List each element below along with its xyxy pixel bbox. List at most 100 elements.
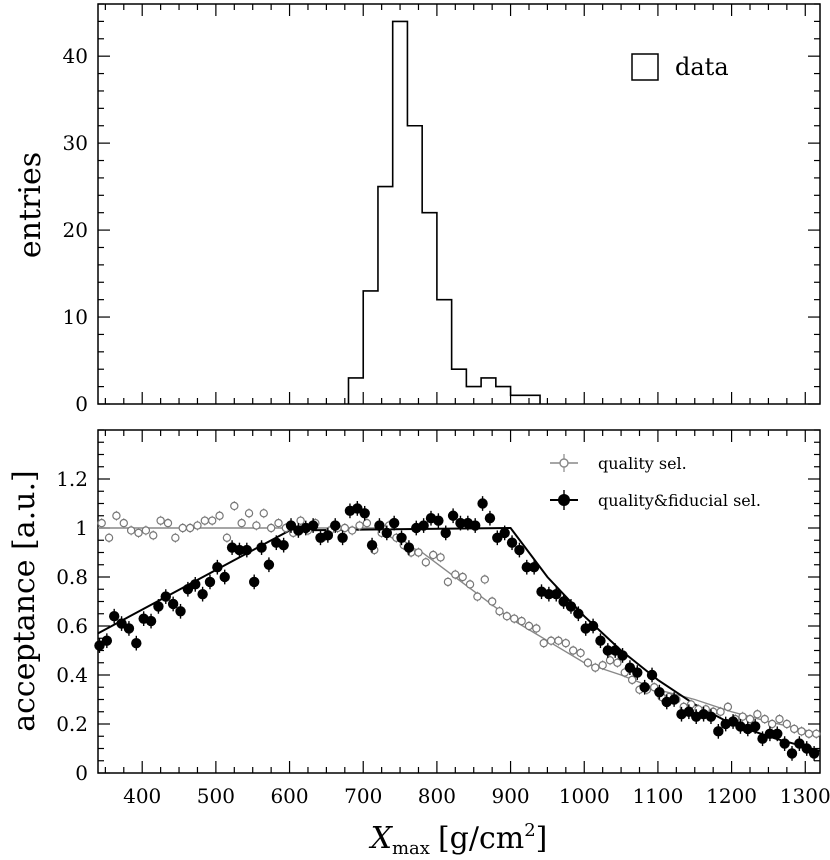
histogram-bar [378,187,393,404]
legend-fiducial-marker-icon [558,494,570,506]
fiducial-point [440,527,451,539]
quality-point [163,518,173,528]
quality-point [804,729,814,739]
quality-point [134,528,143,538]
quality-point [767,719,777,729]
quality-point [296,516,305,525]
fiducial-point [639,682,650,693]
acceptance-legend: quality sel. quality&fiducial sel. [550,454,761,510]
histogram-y-tick-label: 0 [75,392,88,416]
fiducial-point [749,721,761,732]
quality-point [156,516,165,525]
legend-label-data: data [675,53,729,81]
x-tick-label: 500 [197,784,235,808]
quality-point [568,646,578,655]
histogram-bar [496,387,511,404]
histogram-outline [347,20,541,404]
quality-point [119,518,128,528]
fiducial-point [551,588,562,600]
quality-point [141,526,151,535]
quality-point [252,521,261,530]
fiducial-point [241,544,253,556]
fiducial-point [175,606,186,617]
x-label-sub: max [392,838,430,859]
quality-point [760,714,769,724]
histogram-y-label: entries [13,152,48,258]
quality-point [185,523,195,533]
fiducial-point [131,637,142,649]
quality-point [230,501,239,511]
x-tick-label: 900 [491,784,529,808]
quality-point [458,572,467,582]
quality-point [362,518,372,528]
x-tick-label: 1000 [559,784,610,808]
quality-point [782,719,792,729]
fiducial-point [484,513,496,524]
quality-point [355,521,364,530]
fiducial-point [499,527,510,539]
quality-point [207,516,217,525]
fiducial-point [727,716,739,727]
fiducial-point [182,584,194,595]
fiducial-point [447,510,459,521]
acceptance-points [94,496,821,761]
x-tick-label: 1200 [706,784,757,808]
fiducial-point [123,623,135,634]
acceptance-y-tick-label: 0 [75,761,88,785]
acceptance-ticks: 400 500 600 700 800 900 1000 1100 1200 1300 0 0.2 0.… [56,429,830,808]
quality-point [495,607,504,616]
acceptance-y-tick-label: 0.8 [56,565,88,589]
fiducial-point [786,748,798,759]
fiducial-point [558,596,569,607]
x-label-unit-close: ] [536,821,548,856]
fiducial-point [757,733,768,744]
x-axis-label: Xmax [g/cm2] [369,820,548,859]
histogram-ticks: 0 10 20 30 40 [63,3,820,416]
histogram-bar [422,213,437,404]
fiducial-point [609,645,621,656]
fiducial-point [477,498,488,509]
fiducial-point [632,667,643,678]
quality-point [480,575,489,584]
acceptance-y-tick-label: 1 [75,516,88,540]
fiducial-point [573,608,584,619]
fiducial-point [234,544,245,556]
quality-point [605,656,615,665]
fiducial-point [116,618,127,629]
fiducial-point [565,601,577,612]
quality-point [259,509,268,518]
quality-point [790,724,799,734]
histogram-bar [511,395,526,404]
quality-point [598,661,607,670]
x-label-main: X [369,821,394,856]
fiducial-point [374,520,385,531]
fiducial-point [587,620,599,632]
acceptance-panel: 400 500 600 700 800 900 1000 1100 1200 1300 0 0.2 0.… [7,429,830,859]
fiducial-point [366,539,378,551]
quality-point [627,675,637,685]
quality-point [591,663,600,672]
quality-point [178,523,187,533]
quality-point [244,509,254,518]
fiducial-point [624,662,636,673]
fiducial-point [94,640,105,651]
fiducial-point [772,728,783,739]
fiducial-point [167,598,179,610]
fiducial-point [145,615,157,627]
histogram-y-tick-label: 30 [63,131,88,155]
fiducial-point [101,635,113,646]
fiducial-point [307,520,319,531]
quality-point [487,597,497,606]
fiducial-point [713,726,724,737]
fiducial-point [396,532,407,543]
quality-point [539,638,548,648]
fiducial-point [278,539,289,551]
quality-point [112,511,121,520]
acceptance-y-tick-label: 0.6 [56,614,88,638]
fiducial-point [528,562,540,573]
quality-point [274,518,283,528]
quality-point [465,580,475,589]
fiducial-point [433,515,444,526]
histogram-y-tick-label: 20 [63,218,88,242]
quality-point [237,518,246,528]
